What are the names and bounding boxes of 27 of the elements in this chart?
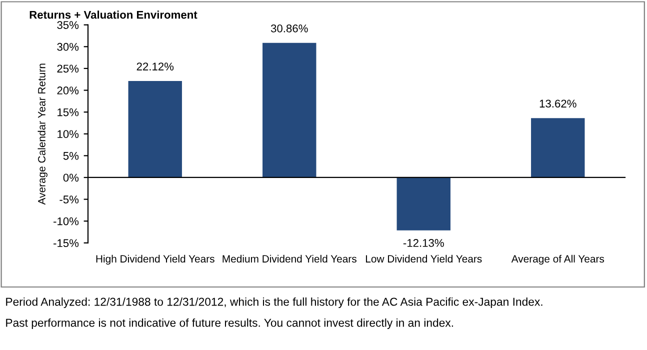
y-tick-label: 0% <box>63 174 79 182</box>
y-tick-label: -10% <box>54 217 79 226</box>
text: Past performance is not indicative of future results. You cannot invest directly in an index. <box>6 318 453 330</box>
x-tick-label: Average of All Years <box>511 254 604 265</box>
y-tick-label: 10% <box>58 130 79 138</box>
y-tick-label: 15% <box>58 108 79 116</box>
y-tick-label: 20% <box>57 86 79 94</box>
x-tick-label: High Dividend Yield Years <box>96 254 214 265</box>
bar <box>128 81 182 178</box>
bar <box>396 177 450 230</box>
y-tick-label: 25% <box>57 64 79 73</box>
chart-title: Returns + Valuation Enviroment <box>30 10 198 19</box>
y-tick-label: 30% <box>57 42 79 51</box>
y-tick-label: 5% <box>63 152 79 160</box>
y-tick-label: -5% <box>60 196 79 204</box>
y-tick-label: -15% <box>54 239 79 248</box>
bar <box>531 118 585 178</box>
data-label: 30.86% <box>270 24 308 32</box>
data-label: 13.62% <box>540 100 576 108</box>
x-tick-label: Low Dividend Yield Years <box>366 254 482 263</box>
text: Period Analyzed: 12/31/1988 to 12/31/2012, which is the full history for the AC Asia Pacific ex-Japan Index. <box>6 297 542 308</box>
bar <box>262 42 316 178</box>
y-tick-label: 35% <box>57 21 79 29</box>
x-tick-label: Medium Dividend Yield Years <box>222 254 356 263</box>
data-label: 22.12% <box>136 62 174 70</box>
y-axis-title: Average Calendar Year Return <box>38 64 48 205</box>
data-label: -12.13% <box>403 239 444 247</box>
